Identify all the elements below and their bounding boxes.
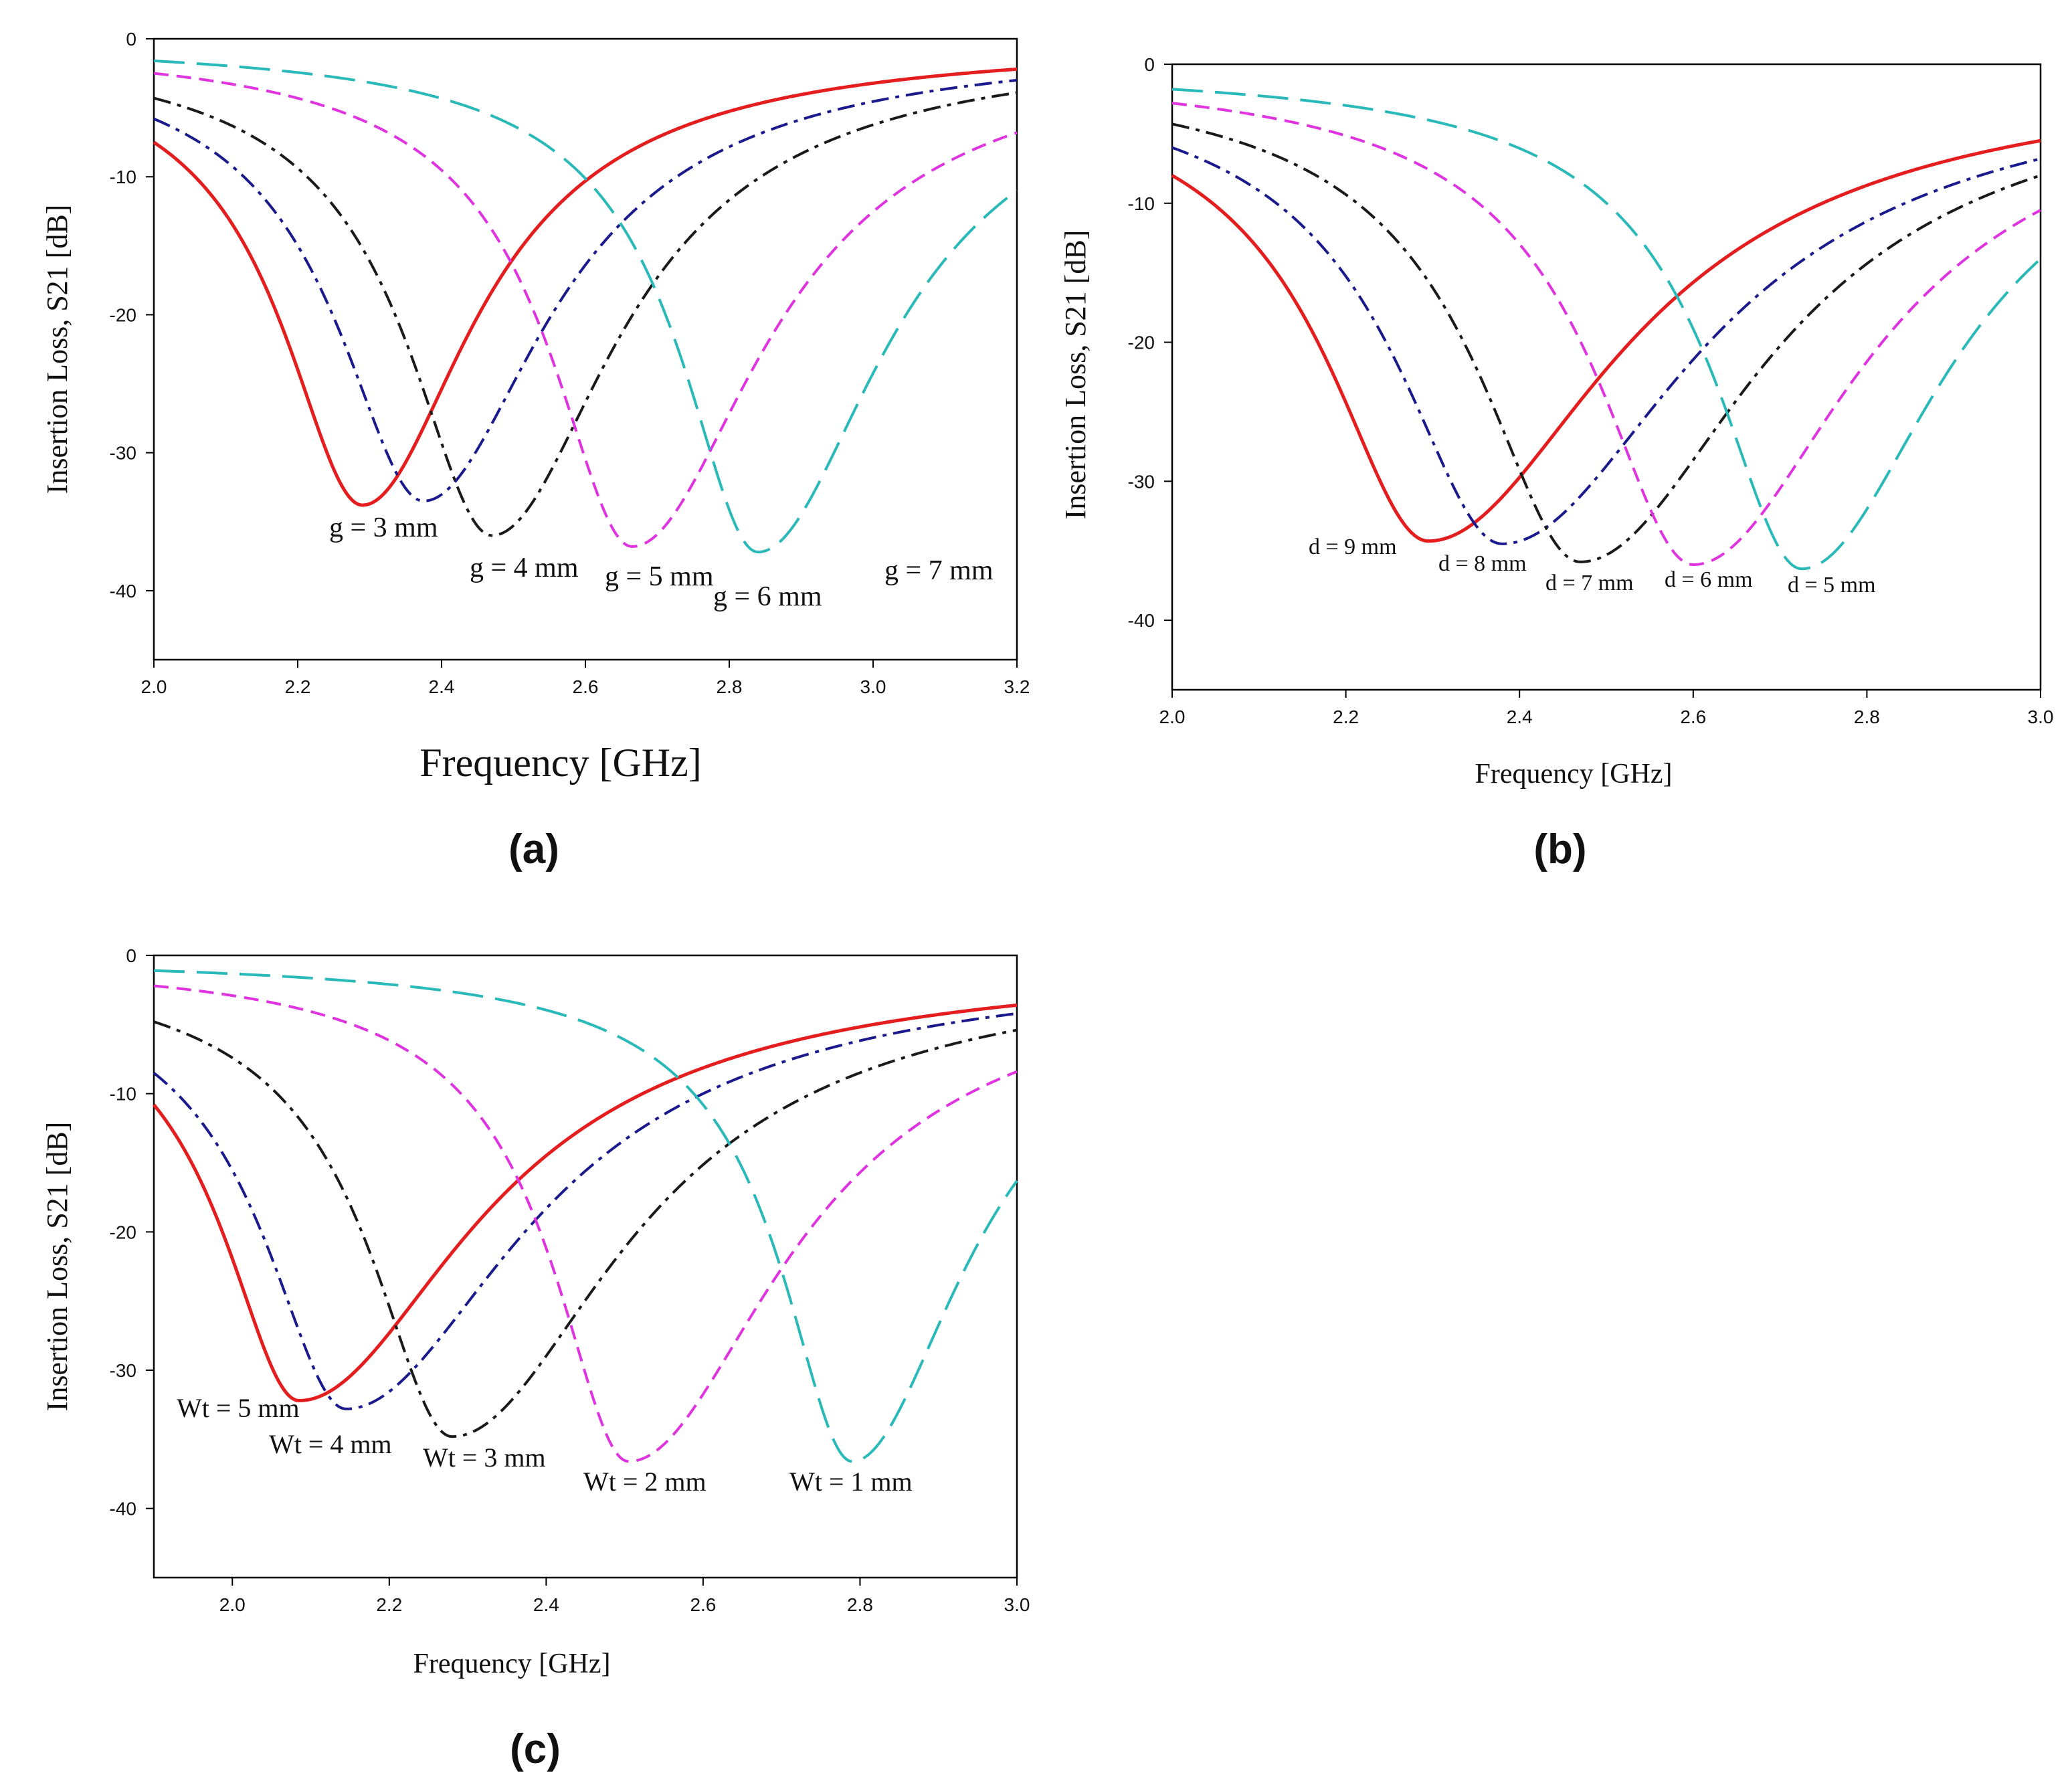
plot-frame [1171,63,2042,691]
y-tick-label: 0 [126,945,136,966]
x-axis-label: Frequency [GHz] [413,1649,610,1679]
series-line-wt-1-mm [153,969,1018,1463]
series-line-wt-5-mm [153,1003,1018,1402]
x-tick-label: 2.4 [1507,707,1533,727]
panel-caption-a: (a) [508,826,559,872]
series-line-d-6-mm [1171,102,2041,566]
y-tick-label: -20 [110,304,136,325]
y-tick-label: -40 [1128,610,1155,631]
series-line-wt-2-mm [153,984,1018,1463]
y-tick-label: -30 [110,443,136,464]
annotation-wt-5mm: Wt = 5 mm [177,1393,300,1423]
x-tick-label: 2.2 [285,676,311,697]
annotation-g-4mm: g = 4 mm [470,553,579,583]
series-line-d-7-mm [1171,122,2041,563]
x-tick-label: 2.6 [1680,707,1706,727]
y-axis-label: Insertion Loss, S21 [dB] [1059,230,1092,520]
series-line-wt-4-mm [153,1012,1018,1410]
x-tick-label: 2.0 [1159,707,1186,727]
x-tick-label: 2.0 [141,676,167,697]
annotation-wt-1mm: Wt = 1 mm [789,1467,913,1497]
annotation-d-8mm: d = 8 mm [1438,551,1527,576]
panel-caption-b: (b) [1533,826,1586,872]
series-line-g-6-mm [153,72,1018,548]
series-line-g-4-mm [153,78,1018,502]
x-tick-label: 2.8 [717,676,743,697]
series-line-d-5-mm [1171,88,2042,571]
y-tick-label: -10 [110,1084,136,1105]
annotation-g-5mm: g = 5 mm [605,561,714,592]
x-axis-label: Frequency [GHz] [1475,759,1672,789]
series-line-g-5-mm [153,91,1018,537]
x-tick-label: 2.8 [1854,707,1880,727]
chart-panel-b: 2.0 2.2 2.4 2.6 2.8 3.0 0 -10 -20 -30 -40 Insertio… [1059,54,2053,872]
plot-frame [153,954,1018,1579]
annotation-wt-2mm: Wt = 2 mm [583,1467,707,1497]
x-tick-label: 2.4 [429,676,455,697]
x-tick-label: 2.2 [376,1594,402,1615]
y-tick-label: -30 [1128,471,1155,492]
y-tick-label: -40 [110,581,136,601]
y-tick-label: -10 [110,167,136,187]
x-tick-label: 3.0 [2028,707,2054,727]
y-axis-label: Insertion Loss, S21 [dB] [41,1122,74,1412]
x-tick-label: 2.0 [219,1594,246,1615]
annotation-g-3mm: g = 3 mm [329,512,438,543]
x-tick-label: 2.2 [1333,707,1359,727]
x-tick-label: 3.0 [860,676,886,697]
x-tick-label: 2.6 [690,1594,716,1615]
y-tick-label: 0 [126,29,136,50]
series-line-g-7-mm [153,60,1018,554]
x-axis-label: Frequency [GHz] [419,741,702,785]
chart-panel-c: 2.0 2.2 2.4 2.6 2.8 3.0 0 -10 -20 -30 -40 Insertio… [41,945,1030,1772]
annotation-d-5mm: d = 5 mm [1788,573,1876,597]
annotation-d-6mm: d = 6 mm [1665,567,1753,592]
y-tick-label: -20 [110,1222,136,1242]
annotation-d-9mm: d = 9 mm [1309,535,1397,559]
x-tick-label: 2.8 [847,1594,873,1615]
series-line-wt-3-mm [153,1020,1018,1438]
chart-panel-a: 2.0 2.2 2.4 2.6 2.8 3.0 3.2 0 -10 -20 -30 -40 Inser… [41,29,1030,872]
panel-caption-c: (c) [510,1726,561,1772]
series-line-d-8-mm [1171,146,2041,545]
annotation-wt-4mm: Wt = 4 mm [269,1429,392,1459]
y-tick-label: -30 [110,1360,136,1381]
series-line-d-9-mm [1171,138,2041,543]
x-tick-label: 2.4 [533,1594,559,1615]
y-tick-label: -20 [1128,333,1155,353]
annotation-wt-3mm: Wt = 3 mm [423,1442,546,1473]
annotation-g-6mm: g = 6 mm [713,581,822,612]
y-tick-label: 0 [1144,54,1155,75]
x-tick-label: 3.2 [1004,676,1030,697]
y-axis-label: Insertion Loss, S21 [dB] [41,205,74,494]
x-tick-label: 2.6 [573,676,599,697]
x-tick-label: 3.0 [1004,1594,1030,1615]
y-tick-label: -40 [110,1499,136,1519]
annotation-d-7mm: d = 7 mm [1545,571,1634,595]
y-tick-label: -10 [1128,193,1155,214]
annotation-g-7mm: g = 7 mm [884,555,994,586]
series-line-g-3-mm [153,67,1018,507]
